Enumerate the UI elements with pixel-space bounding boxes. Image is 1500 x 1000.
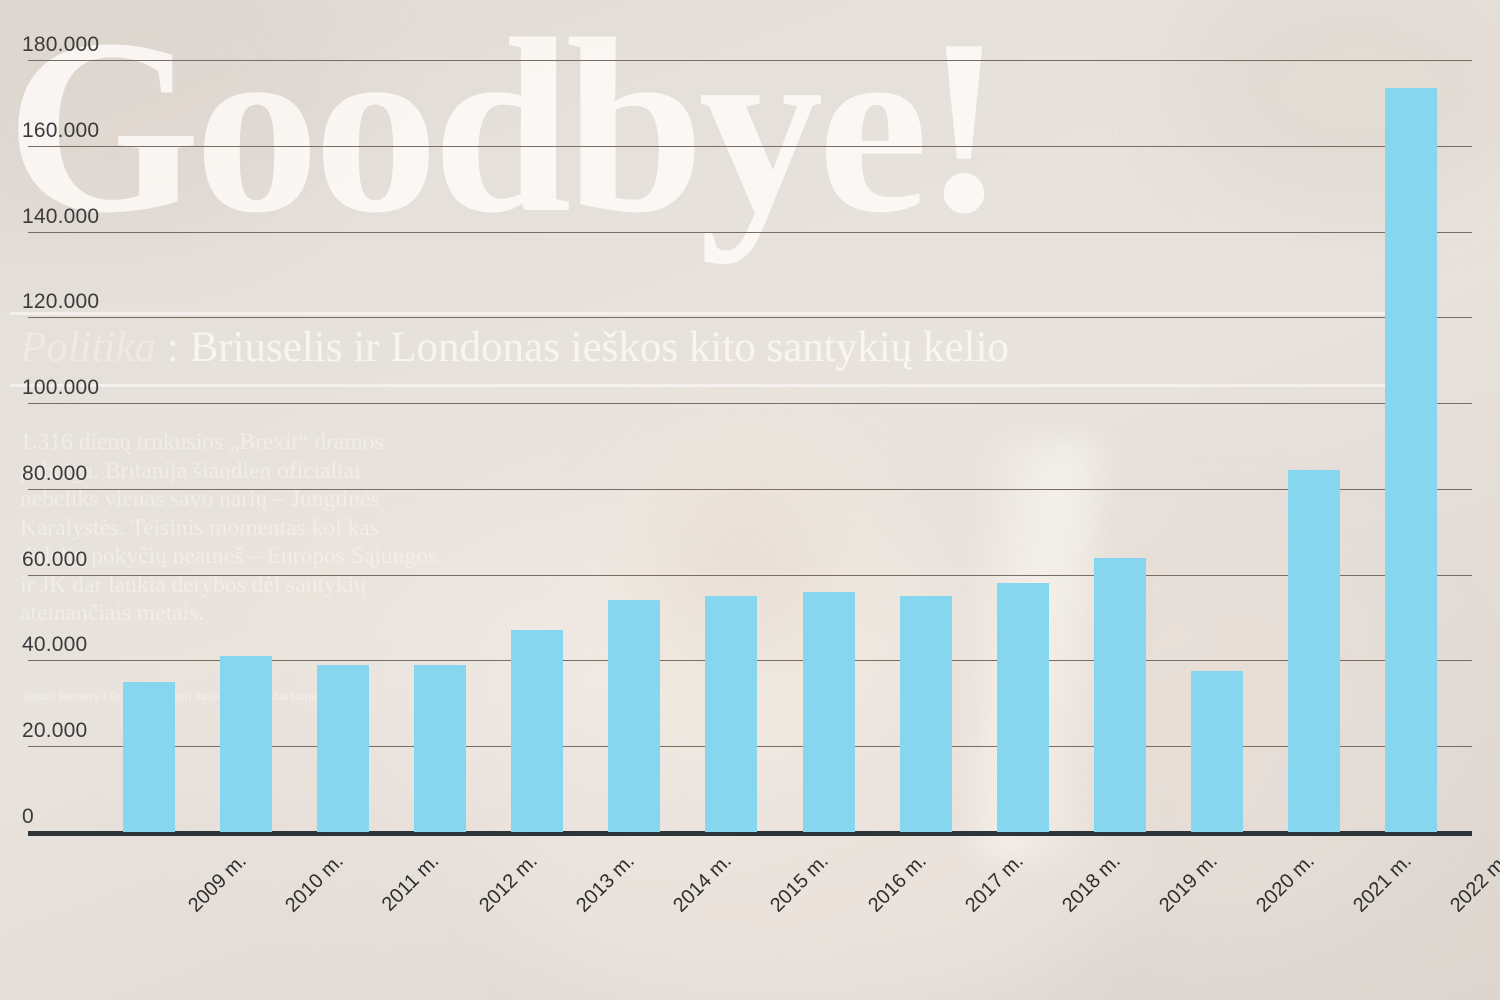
y-axis-tick-label: 0 <box>22 805 34 828</box>
x-axis-tick-label: 2011 m. <box>377 850 444 916</box>
bar-2013m[interactable] <box>511 630 564 832</box>
x-axis-tick-label: 2010 m. <box>280 850 348 917</box>
bar-slot <box>586 60 683 832</box>
x-axis-tick-label: 2018 m. <box>1058 850 1125 917</box>
y-axis-tick-label: 120.000 <box>22 290 100 314</box>
x-axis-tick-labels: 2009 m. 2010 m. 2011 m. 2012 m. 2013 m. 2014 … <box>100 836 1500 956</box>
bar-2022m[interactable] <box>1385 87 1438 832</box>
bar-2020m[interactable] <box>1191 671 1244 832</box>
bar-slot <box>877 60 974 832</box>
y-axis-tick-label: 100.000 <box>22 376 100 400</box>
x-axis-tick-label: 2012 m. <box>475 850 542 917</box>
x-axis-tick-label: 2014 m. <box>669 850 737 917</box>
y-axis-tick-label: 140.000 <box>22 204 100 228</box>
bar-2017m[interactable] <box>899 596 952 832</box>
y-axis-tick-label: 40.000 <box>22 633 88 657</box>
bar-slot <box>100 60 197 832</box>
y-axis-tick-label: 180.000 <box>22 33 100 56</box>
gridline <box>28 60 1472 61</box>
y-axis-tick-label: 160.000 <box>22 118 100 142</box>
bar-2014m[interactable] <box>608 600 661 832</box>
x-axis-baseline <box>28 831 1472 836</box>
x-axis-tick-label: 2016 m. <box>863 850 931 917</box>
gridline <box>28 145 1472 147</box>
gridline <box>28 574 1472 576</box>
x-axis-tick-label: 2009 m. <box>183 850 251 917</box>
bar-2015m[interactable] <box>705 596 758 832</box>
gridline <box>28 231 1472 233</box>
y-axis-tick-label: 80.000 <box>22 461 88 485</box>
bar-slot <box>780 60 877 832</box>
plot-area <box>100 60 1460 832</box>
bar-slot <box>197 60 294 832</box>
bar-2018m[interactable] <box>996 583 1049 832</box>
bar-2021m[interactable] <box>1288 469 1341 832</box>
bar-2010m[interactable] <box>219 656 272 832</box>
x-axis-tick-label: 2013 m. <box>572 850 639 917</box>
x-axis-tick-label: 2015 m. <box>766 850 834 917</box>
bar-2012m[interactable] <box>413 664 466 832</box>
bar-2009m[interactable] <box>122 681 175 832</box>
bar-slot <box>1363 60 1460 832</box>
x-axis-tick-label: 2021 m. <box>1349 850 1417 917</box>
y-axis-tick-label: 60.000 <box>22 547 88 571</box>
bar-slot <box>683 60 780 832</box>
bar-slot <box>1169 60 1266 832</box>
bar-slot <box>1266 60 1363 832</box>
bar-2016m[interactable] <box>802 591 855 832</box>
x-axis-tick-label: 2022 m. <box>1446 850 1500 917</box>
bar-slot <box>1071 60 1168 832</box>
x-axis-tick-label: 2020 m. <box>1252 850 1319 917</box>
y-axis-tick-label: 20.000 <box>22 719 88 743</box>
gridline <box>28 317 1472 319</box>
x-axis-tick-label: 2017 m. <box>960 850 1028 917</box>
bar-2019m[interactable] <box>1093 557 1146 832</box>
gridline <box>28 403 1472 405</box>
bar-2011m[interactable] <box>316 664 369 832</box>
gridline <box>28 488 1472 490</box>
x-axis-tick-label: 2019 m. <box>1155 850 1222 917</box>
bar-slot <box>294 60 391 832</box>
bar-slot <box>391 60 488 832</box>
bar-slot <box>974 60 1071 832</box>
bar-slot <box>489 60 586 832</box>
